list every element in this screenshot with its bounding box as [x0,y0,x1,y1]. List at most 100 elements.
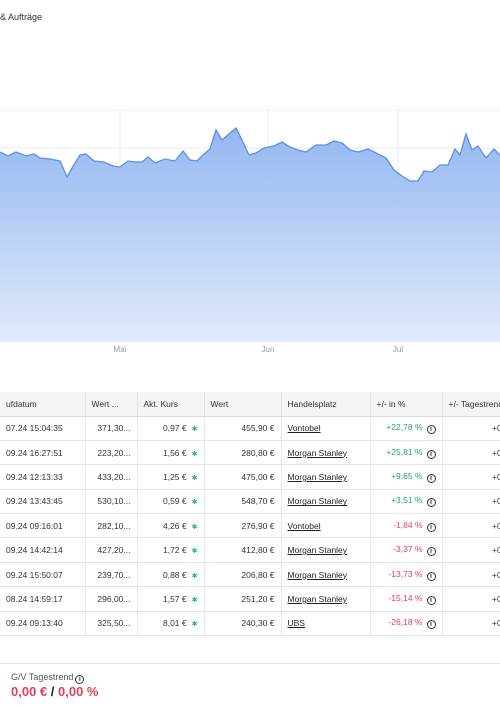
cell-akt-kurs: 0,59 € ✱ [137,489,205,515]
cell-akt-kurs: 1,25 € ✱ [137,464,205,490]
table-row[interactable]: 09.24 09:13:40 325,50... 8,01 € ✱ 240,30 € UB… [0,611,500,637]
info-icon[interactable]: i [75,675,85,684]
cell-date: 08.24 14:59:17 [0,586,86,612]
kurs-value: 8,01 € [162,618,187,629]
realtime-star-icon: ✱ [191,596,198,604]
handelsplatz-link[interactable]: Morgan Stanley [287,545,348,556]
col-header-akt-kurs[interactable]: Akt. Kurs [137,392,205,417]
cell-wert-kauf: 239,70... [85,562,138,588]
cell-wert-kauf: 223,20... [85,440,138,466]
table-row[interactable]: 09.24 09:16:01 282,10... 4,26 € ✱ 276,90 € Vo… [0,513,500,539]
info-icon[interactable]: i [426,473,436,483]
cell-pct: -26,18 % i [370,611,443,637]
pct-value: -13,73 % [388,568,423,579]
cell-tagestrend: +0,00 [442,562,500,588]
cell-wert: 206,80 € [204,562,282,588]
cell-akt-kurs: 8,01 € ✱ [137,611,205,637]
table-row[interactable]: 09.24 15:50:07 239,70... 0,88 € ✱ 206,80 € Mo… [0,562,500,588]
info-icon[interactable]: i [426,595,436,605]
cell-date: 07.24 15:04:35 [0,416,86,441]
kurs-value: 1,57 € [162,593,187,604]
realtime-star-icon: ✱ [191,450,198,458]
trend-label-row: G/V Tagestrend i [11,672,85,684]
pct-value: +9,65 % [391,470,423,481]
cell-pct: -15,14 % i [370,586,443,612]
cell-akt-kurs: 1,72 € ✱ [137,537,205,563]
cell-handelsplatz: Morgan Stanley [281,489,371,515]
col-header-handelsplatz[interactable]: Handelsplatz [281,392,371,417]
month-label: Jul [393,345,403,354]
trend-separator: / [47,684,58,699]
cell-handelsplatz: Morgan Stanley [281,562,371,588]
cell-akt-kurs: 1,57 € ✱ [137,586,205,612]
month-label: Jun [262,345,275,354]
kurs-value: 1,56 € [162,447,187,458]
handelsplatz-link[interactable]: Morgan Stanley [287,471,348,482]
info-icon[interactable]: i [426,498,436,508]
col-header-pct[interactable]: +/- in % [370,392,443,417]
realtime-star-icon: ✱ [191,621,198,629]
cell-akt-kurs: 1,56 € ✱ [137,440,205,466]
cell-date: 09.24 13:43:45 [0,489,86,515]
col-header-wert-kauf[interactable]: Wert ... [85,392,138,417]
table-row[interactable]: 09.24 12:13:33 433,20... 1,25 € ✱ 475,00 € Mo… [0,464,500,490]
cell-handelsplatz: Morgan Stanley [281,586,371,612]
cell-wert: 475,00 € [204,464,282,490]
realtime-star-icon: ✱ [191,426,198,434]
table-row[interactable]: 09.24 16:27:51 223,20... 1,56 € ✱ 280,80 € Mo… [0,440,500,466]
col-header-date[interactable]: ufdatum [0,392,86,417]
cell-tagestrend: +0,00 [442,464,500,490]
handelsplatz-link[interactable]: Morgan Stanley [287,593,348,604]
cell-wert-kauf: 433,20... [85,464,138,490]
handelsplatz-link[interactable]: Morgan Stanley [287,447,348,458]
handelsplatz-link[interactable]: Morgan Stanley [287,569,348,580]
cell-tagestrend: +0,00 [442,489,500,515]
table-row[interactable]: 09.24 14:42:14 427,20... 1,72 € ✱ 412,80 € Mo… [0,537,500,563]
cell-wert-kauf: 282,10... [85,513,138,539]
cell-handelsplatz: Vontobel [281,416,371,441]
kurs-value: 0,88 € [162,569,187,580]
realtime-star-icon: ✱ [191,523,198,531]
positions-table: ufdatum Wert ... Akt. Kurs Wert Handelsp… [0,392,500,637]
handelsplatz-link[interactable]: Vontobel [287,423,321,434]
portfolio-chart: Mai Jun Jul [0,110,500,354]
cell-wert-kauf: 427,20... [85,537,138,563]
cell-handelsplatz: UBS [281,611,371,637]
cell-wert: 548,70 € [204,489,282,515]
cell-date: 09.24 12:13:33 [0,464,86,490]
info-icon[interactable]: i [426,425,436,435]
info-icon[interactable]: i [426,547,436,557]
info-icon[interactable]: i [426,620,436,630]
cell-handelsplatz: Morgan Stanley [281,537,371,563]
table-row[interactable]: 07.24 15:04:35 371,30... 0,97 € ✱ 455,90 € Vo… [0,416,500,441]
handelsplatz-link[interactable]: UBS [287,618,305,629]
trend-value: 0,00 € / 0,00 % [11,684,98,699]
cell-wert: 240,30 € [204,611,282,637]
kurs-value: 0,97 € [162,423,187,434]
kurs-value: 4,26 € [162,520,187,531]
col-header-tagestrend[interactable]: +/- Tagestrend [442,392,500,417]
cell-handelsplatz: Morgan Stanley [281,440,371,466]
month-label: Mai [114,345,127,354]
info-icon[interactable]: i [426,571,436,581]
handelsplatz-link[interactable]: Vontobel [287,520,321,531]
col-header-wert[interactable]: Wert [204,392,282,417]
kurs-value: 0,59 € [162,496,187,507]
cell-pct: -13,73 % i [370,562,443,588]
cell-wert-kauf: 371,30... [85,416,138,441]
table-row[interactable]: 09.24 13:43:45 530,10... 0,59 € ✱ 548,70 € Mo… [0,489,500,515]
pct-value: +3,51 % [391,495,423,506]
cell-akt-kurs: 0,97 € ✱ [137,416,205,441]
handelsplatz-link[interactable]: Morgan Stanley [287,496,348,507]
table-row[interactable]: 08.24 14:59:17 296,00... 1,57 € ✱ 251,20 € Mo… [0,586,500,612]
cell-pct: +25,81 % i [370,440,443,466]
cell-tagestrend: +0,00 [442,586,500,612]
info-icon[interactable]: i [426,522,436,532]
page-title: & Aufträge [0,12,43,22]
trend-abs-value: 0,00 € [11,684,48,699]
info-icon[interactable]: i [426,449,436,459]
cell-pct: -3,37 % i [370,537,443,563]
cell-wert: 276,90 € [204,513,282,539]
kurs-value: 1,72 € [162,545,187,556]
pct-value: -1,84 % [393,519,423,530]
